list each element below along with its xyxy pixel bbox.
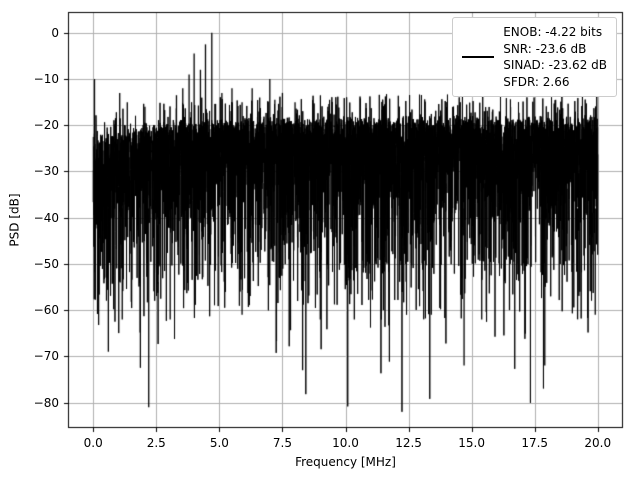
y-tick-label: −30: [33, 164, 59, 179]
x-tick-label: 15.0: [458, 436, 485, 450]
y-axis-label: PSD [dB]: [7, 193, 22, 247]
y-tick-label: −60: [33, 303, 59, 318]
y-tick-label: −80: [33, 395, 59, 410]
y-tick-label: −40: [33, 210, 59, 225]
y-tick-label: −20: [33, 118, 59, 133]
legend-entry-snr: SNR: -23.6 dB: [503, 41, 587, 56]
x-tick-label: 10.0: [332, 436, 359, 450]
x-tick-label: 12.5: [395, 436, 422, 450]
x-tick-label: 17.5: [521, 436, 549, 450]
legend: ENOB: -4.22 bits SNR: -23.6 dB SINAD: -2…: [452, 17, 617, 98]
x-tick-label: 0.0: [83, 436, 103, 450]
legend-entries: ENOB: -4.22 bits SNR: -23.6 dB SINAD: -2…: [503, 24, 607, 90]
legend-entry-sfdr: SFDR: 2.66: [503, 74, 570, 89]
y-tick-label: −10: [33, 72, 59, 87]
x-tick-label: 5.0: [209, 436, 229, 450]
y-tick-label: −70: [33, 349, 59, 364]
x-tick-label: 20.0: [584, 436, 612, 450]
legend-line-sample: [462, 56, 495, 59]
y-tick-label: 0: [51, 25, 59, 40]
x-tick-label: 2.5: [146, 436, 166, 450]
x-tick-label: 7.5: [272, 436, 292, 450]
y-tick-label: −50: [33, 256, 59, 271]
x-axis-label: Frequency [MHz]: [295, 455, 396, 469]
legend-entry-sinad: SINAD: -23.62 dB: [503, 58, 607, 73]
legend-entry-enob: ENOB: -4.22 bits: [503, 25, 603, 39]
